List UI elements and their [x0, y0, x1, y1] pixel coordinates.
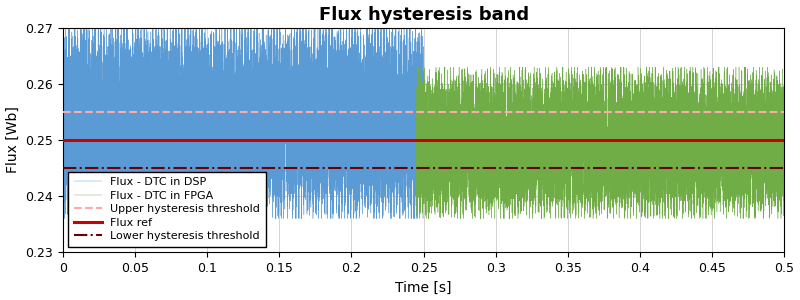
Flux - DTC in FPGA — [430, 152, 440, 155]
Title: Flux hysteresis band: Flux hysteresis band — [318, 6, 529, 24]
Flux - DTC in DSP — [60, 217, 70, 220]
Flux - DTC in DSP — [287, 169, 297, 173]
Flux - DTC in DSP — [58, 142, 67, 146]
Flux - DTC in FPGA — [545, 204, 554, 207]
Flux - DTC in FPGA — [646, 182, 655, 185]
Flux - DTC in FPGA — [418, 217, 428, 220]
Flux - DTC in DSP — [345, 74, 354, 78]
X-axis label: Time [s]: Time [s] — [395, 280, 452, 294]
Flux - DTC in FPGA — [685, 198, 694, 201]
Flux - DTC in FPGA — [411, 110, 421, 114]
Flux - DTC in FPGA — [780, 84, 790, 88]
Flux - DTC in FPGA — [704, 102, 714, 105]
Flux - DTC in DSP — [76, 136, 86, 140]
Flux - DTC in DSP — [418, 192, 428, 195]
Line: Flux - DTC in FPGA: Flux - DTC in FPGA — [416, 67, 785, 218]
Flux - DTC in DSP — [326, 181, 335, 185]
Flux - DTC in FPGA — [414, 65, 423, 69]
Flux - DTC in DSP — [271, 190, 281, 193]
Line: Flux - DTC in DSP: Flux - DTC in DSP — [62, 22, 423, 218]
Y-axis label: Flux [Wb]: Flux [Wb] — [6, 106, 19, 173]
Legend: Flux - DTC in DSP, Flux - DTC in FPGA, Upper hysteresis threshold, Flux ref, Low: Flux - DTC in DSP, Flux - DTC in FPGA, U… — [68, 172, 266, 247]
Flux - DTC in DSP — [189, 116, 198, 120]
Flux - DTC in FPGA — [630, 147, 639, 151]
Flux - DTC in DSP — [58, 20, 68, 24]
